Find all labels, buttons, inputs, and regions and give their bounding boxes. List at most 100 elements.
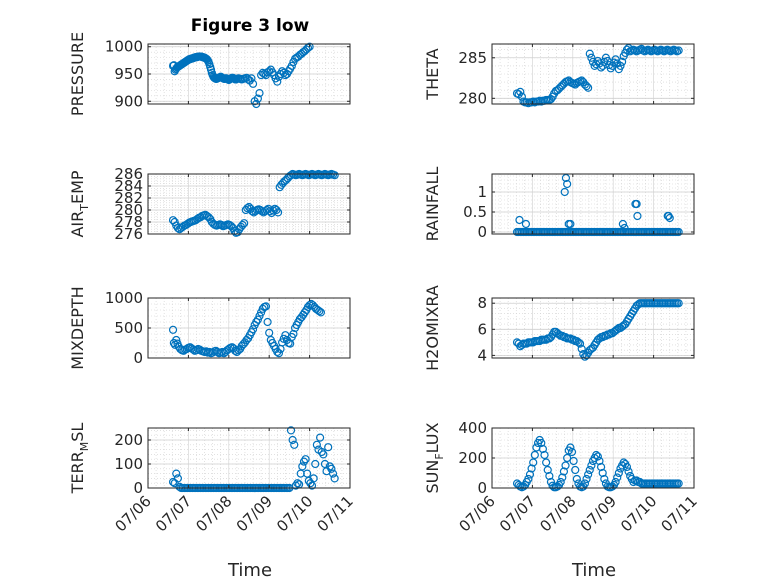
data-point (298, 462, 307, 471)
y-tick-label: 278 (114, 213, 143, 231)
x-tick-label: 07/09 (233, 492, 276, 535)
plot-area (148, 428, 350, 488)
data-point (315, 307, 324, 316)
axes-frame (491, 43, 695, 105)
data-point (537, 438, 546, 448)
y-tick-label: 0 (477, 223, 487, 241)
data-point (261, 302, 271, 311)
data-point (585, 49, 594, 58)
subplot-rainfall-4: 0 0.5 1 RAINFALL (423, 167, 695, 241)
x-tick-label: 07/09 (577, 492, 620, 535)
y-tick-label: 0.5 (463, 203, 487, 221)
subplot-pressure-1: 900 950 1000 PRESSURE (68, 32, 351, 116)
x-tick-label: 07/07 (496, 492, 539, 535)
subplot-h2omixra-6: 4 6 8 H2OMIXRA (423, 285, 695, 371)
data-point (624, 467, 633, 476)
data-point (168, 325, 178, 334)
y-tick-label: 285 (458, 49, 487, 67)
y-tick-label: 0 (133, 479, 143, 497)
y-axis-label: AIRTEMP (68, 170, 91, 237)
y-tick-label: 282 (114, 189, 143, 207)
data-point (563, 453, 572, 463)
data-point (559, 467, 569, 476)
y-axis-label: TERRMSL (68, 423, 91, 495)
subplot-theta-2: 280 285 THETA (423, 43, 695, 107)
data-point (273, 208, 283, 217)
data-point (311, 459, 320, 469)
data-point (305, 301, 314, 310)
data-point (572, 474, 581, 484)
data-point (558, 473, 567, 482)
data-point (595, 456, 604, 466)
data-point (560, 187, 569, 197)
data-point (582, 82, 591, 91)
y-tick-label: 284 (114, 177, 143, 195)
data-point (293, 479, 302, 488)
y-tick-label: 400 (458, 419, 487, 437)
x-tick-label: 07/10 (617, 492, 660, 535)
data-point (290, 440, 299, 449)
data-point (527, 464, 536, 473)
data-point (593, 452, 602, 461)
data-point (325, 462, 334, 471)
data-point (575, 339, 585, 348)
data-point (301, 455, 310, 464)
y-tick-label: 1000 (105, 289, 143, 307)
data-point (542, 458, 551, 467)
data-point (561, 461, 570, 470)
data-point (538, 444, 548, 454)
data-point (263, 317, 272, 327)
y-tick-label: 500 (114, 319, 143, 337)
data-point (312, 440, 321, 449)
data-point (574, 338, 583, 347)
y-tick-label: 1 (477, 183, 487, 201)
data-point (614, 468, 623, 478)
data-point (598, 468, 607, 478)
data-point (587, 461, 596, 470)
data-point (620, 223, 629, 233)
y-tick-label: 0 (477, 479, 487, 497)
data-point (584, 83, 593, 92)
data-point (521, 219, 531, 229)
data-point (665, 213, 674, 223)
data-point (317, 447, 326, 457)
data-point (319, 450, 328, 459)
data-point (288, 435, 297, 445)
data-point (516, 87, 525, 96)
data-point (515, 215, 524, 225)
data-point (530, 450, 539, 460)
x-tick-label: 07/06 (456, 492, 499, 535)
data-point (248, 79, 258, 88)
y-tick-label: 286 (114, 165, 143, 183)
data-point (324, 443, 333, 452)
axes-frame (491, 173, 695, 235)
x-tick-label: 07/06 (112, 492, 155, 535)
data-point (571, 465, 580, 475)
x-axis-label-right: Time (571, 560, 616, 581)
data-point (524, 474, 533, 484)
data-point (273, 77, 282, 86)
y-tick-label: 900 (114, 92, 143, 110)
data-point (247, 74, 256, 83)
data-point (540, 450, 549, 460)
y-axis-label: PRESSURE (68, 32, 87, 116)
data-point (287, 61, 296, 70)
data-point (582, 474, 591, 484)
data-point (580, 479, 590, 488)
data-point (674, 227, 683, 237)
data-point (633, 211, 642, 221)
data-point (674, 479, 683, 488)
data-point (316, 308, 326, 317)
x-tick-label: 07/10 (273, 492, 316, 535)
axes-frame (491, 297, 695, 359)
data-point (587, 53, 596, 62)
data-point (330, 171, 339, 180)
y-axis-label: MIXDEPTH (68, 286, 87, 369)
x-tick-label: 07/08 (192, 492, 235, 535)
data-point (231, 346, 240, 355)
y-tick-label: 1000 (105, 38, 143, 56)
data-point (248, 325, 258, 334)
